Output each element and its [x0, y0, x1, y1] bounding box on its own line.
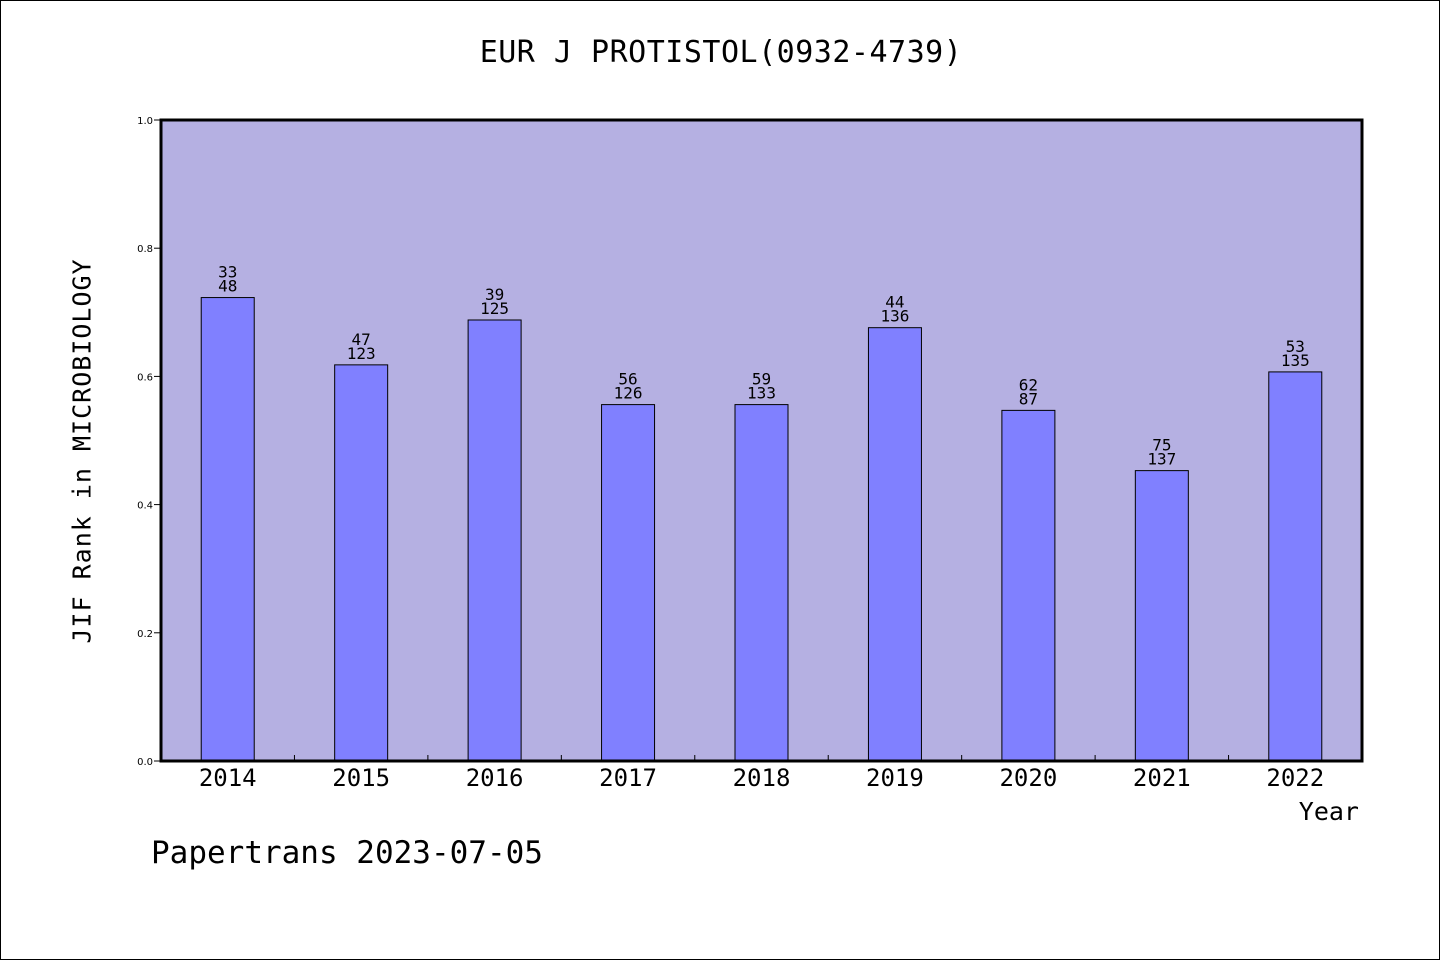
- bar-2022: [1268, 371, 1323, 762]
- bar-label-bottom: 135: [1281, 351, 1310, 370]
- bar-2014: [200, 297, 255, 762]
- y-tick-label: 0.8: [137, 244, 153, 255]
- y-tick-label: 1.0: [137, 116, 153, 127]
- bar-2018: [734, 404, 789, 762]
- bar-2015: [334, 364, 389, 762]
- x-tick-label: 2018: [733, 764, 791, 792]
- bar-label-top: 47: [352, 330, 371, 349]
- bar-2017: [601, 404, 656, 762]
- x-tick-label: 2015: [332, 764, 390, 792]
- bar-label-top: 53: [1286, 337, 1305, 356]
- bar-label-top: 62: [1019, 375, 1038, 394]
- x-tick-label: 2019: [866, 764, 924, 792]
- bar-label-bottom: 126: [614, 384, 643, 403]
- bar-label-bottom: 133: [747, 384, 776, 403]
- chart-title: EUR J PROTISTOL(0932-4739): [479, 35, 963, 70]
- bar-label-bottom: 48: [218, 277, 237, 296]
- bar-label-bottom: 136: [880, 307, 909, 326]
- y-tick-label: 0.4: [137, 501, 153, 512]
- bar-label-top: 44: [885, 293, 904, 312]
- bar-2020: [1001, 409, 1056, 762]
- bar-label-bottom: 87: [1019, 389, 1038, 408]
- x-tick-label: 2017: [599, 764, 657, 792]
- y-tick-label: 0.0: [137, 757, 153, 768]
- bar-label-top: 56: [618, 370, 637, 389]
- bar-label-top: 39: [485, 285, 504, 304]
- bar-2016: [467, 319, 522, 762]
- bar-label-top: 59: [752, 370, 771, 389]
- plot-frame: [159, 118, 1364, 763]
- x-tick-label: 2022: [1266, 764, 1324, 792]
- bar-2019: [867, 327, 922, 762]
- x-axis-label: Year: [1298, 797, 1359, 826]
- y-tick-label: 0.6: [137, 372, 153, 383]
- footer-stamp: Papertrans 2023-07-05: [151, 835, 543, 871]
- bar-label-bottom: 125: [480, 299, 509, 318]
- bar-label-bottom: 123: [347, 344, 376, 363]
- bar-label-bottom: 137: [1147, 450, 1176, 469]
- bar-2021: [1134, 470, 1189, 762]
- bar-label-top: 75: [1152, 436, 1171, 455]
- x-tick-label: 2020: [999, 764, 1057, 792]
- x-tick-label: 2016: [466, 764, 524, 792]
- x-tick-label: 2021: [1133, 764, 1191, 792]
- x-tick-label: 2014: [199, 764, 257, 792]
- y-tick-label: 0.2: [137, 629, 153, 640]
- bar-label-top: 33: [218, 263, 237, 282]
